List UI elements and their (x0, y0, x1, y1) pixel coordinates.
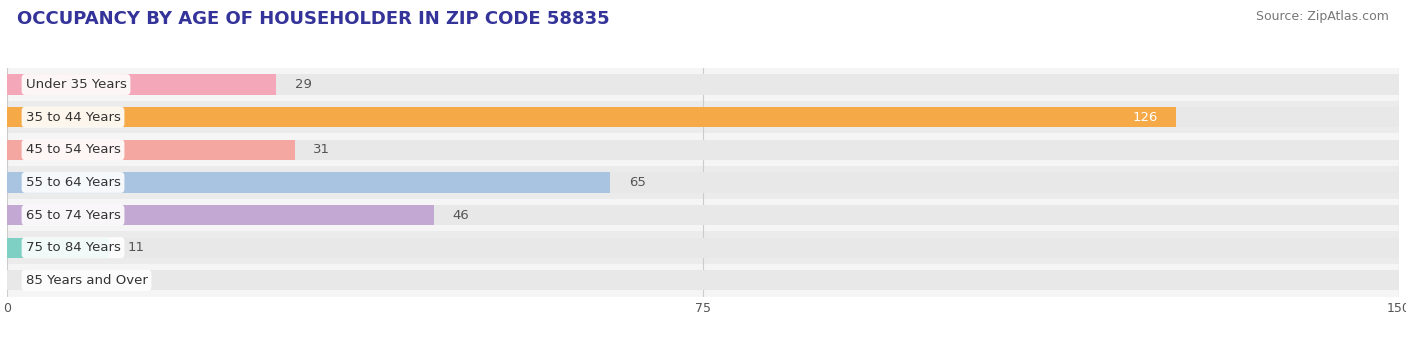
Bar (7, 270, 1399, 291)
Text: 31: 31 (314, 143, 330, 156)
Text: 55 to 64 Years: 55 to 64 Years (25, 176, 121, 189)
Bar (7, 140, 1399, 160)
Bar (7, 74, 1399, 95)
Bar (7, 68, 1399, 101)
Bar (7, 74, 276, 95)
Text: OCCUPANCY BY AGE OF HOUSEHOLDER IN ZIP CODE 58835: OCCUPANCY BY AGE OF HOUSEHOLDER IN ZIP C… (17, 10, 609, 28)
Text: 29: 29 (295, 78, 312, 91)
Text: 85 Years and Over: 85 Years and Over (25, 274, 148, 287)
Text: 65 to 74 Years: 65 to 74 Years (25, 209, 121, 222)
Bar (7, 238, 110, 258)
Text: 11: 11 (128, 241, 145, 254)
Bar (7, 107, 1399, 127)
Bar (7, 264, 1399, 297)
Bar (7, 238, 1399, 258)
Text: 0: 0 (25, 274, 34, 287)
Bar (7, 205, 434, 225)
Bar (7, 199, 1399, 232)
Bar (7, 107, 1177, 127)
Text: 45 to 54 Years: 45 to 54 Years (25, 143, 121, 156)
Bar (7, 205, 1399, 225)
Text: 46: 46 (453, 209, 470, 222)
Text: 126: 126 (1132, 111, 1157, 124)
Text: 75 to 84 Years: 75 to 84 Years (25, 241, 121, 254)
Bar (7, 172, 610, 193)
Bar (7, 166, 1399, 199)
Bar (7, 172, 1399, 193)
Text: 65: 65 (628, 176, 645, 189)
Text: 35 to 44 Years: 35 to 44 Years (25, 111, 121, 124)
Text: Under 35 Years: Under 35 Years (25, 78, 127, 91)
Text: Source: ZipAtlas.com: Source: ZipAtlas.com (1256, 10, 1389, 23)
Bar (7, 101, 1399, 133)
Bar (7, 232, 1399, 264)
Bar (7, 140, 295, 160)
Bar (7, 133, 1399, 166)
